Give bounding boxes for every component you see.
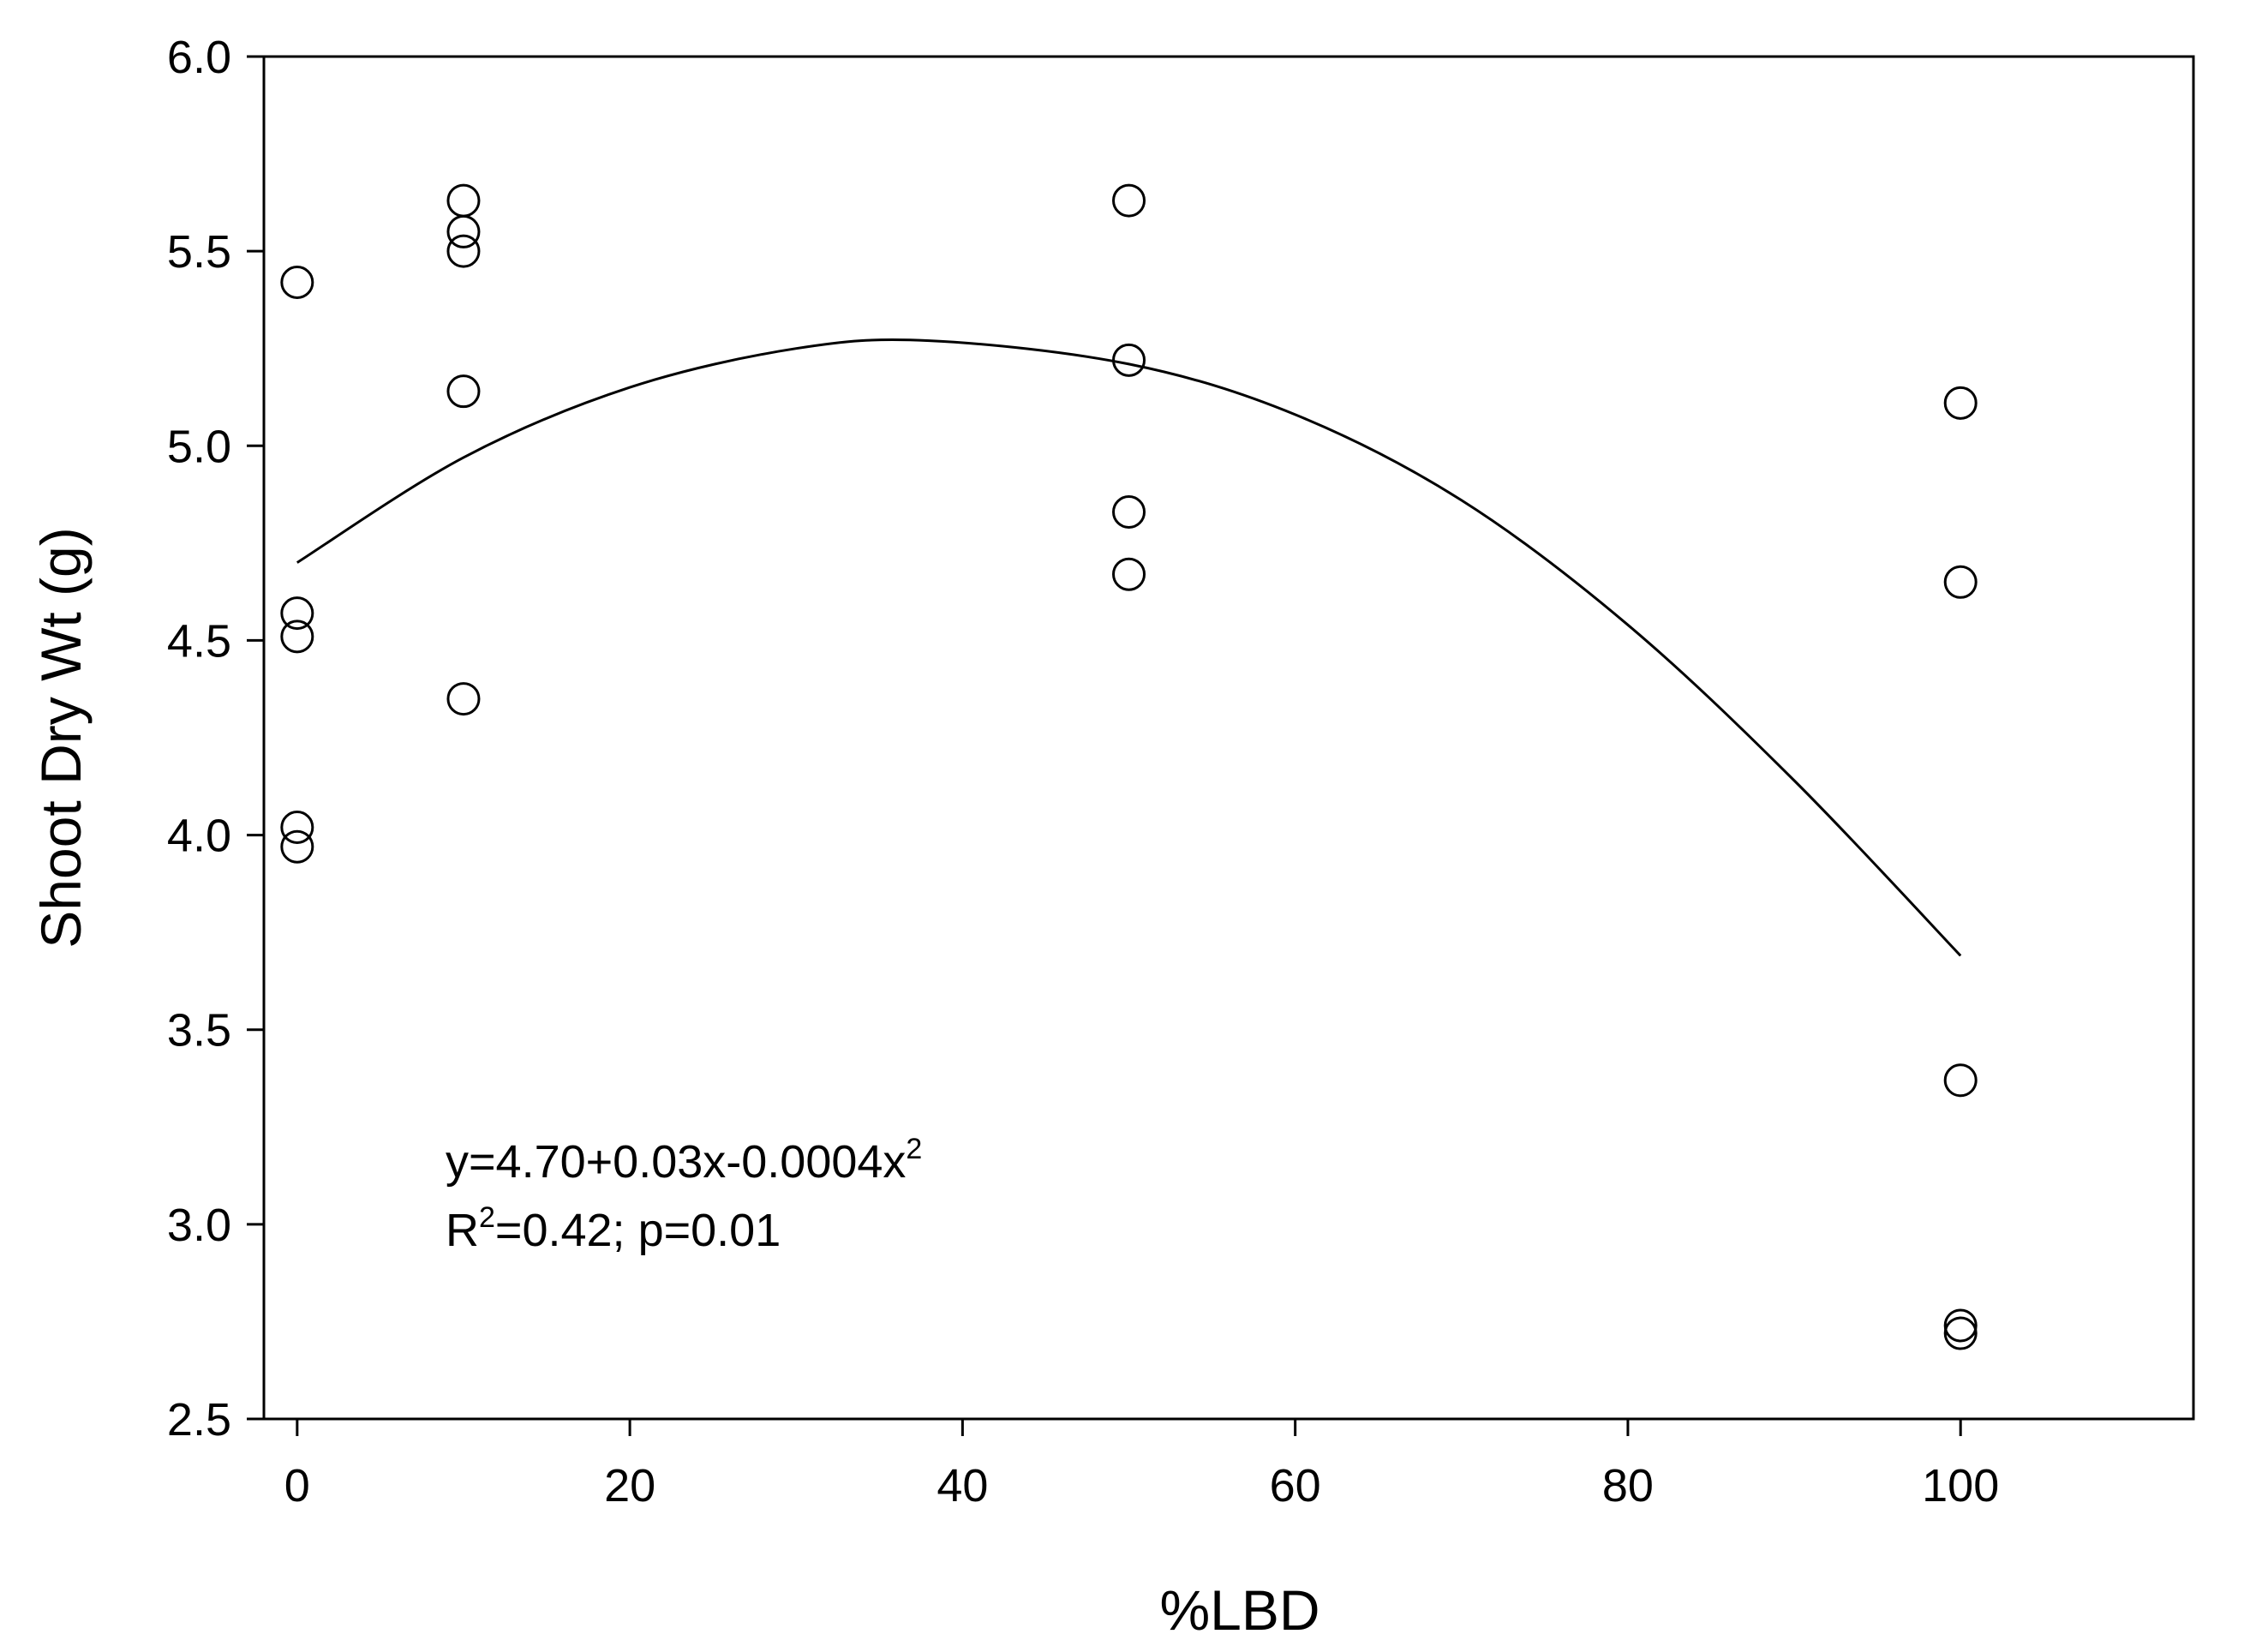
data-point [1112, 183, 1146, 218]
x-tick-label: 60 [1270, 1460, 1321, 1511]
data-point [1112, 343, 1146, 377]
x-tick-label: 40 [936, 1460, 988, 1511]
data-point [446, 234, 481, 268]
data-point [280, 810, 314, 844]
x-axis-ticks: 0 20 40 60 80 100 [284, 1419, 1999, 1511]
y-axis-title: Shoot Dry Wt (g) [29, 527, 93, 948]
y-tick-label: 3.5 [167, 1005, 231, 1056]
x-tick-label: 80 [1602, 1460, 1654, 1511]
data-point [1943, 565, 1978, 599]
x-tick-label: 0 [284, 1460, 310, 1511]
fit-r2-base: R [446, 1205, 479, 1256]
fit-equation: y=4.70+0.03x-0.0004x2 [446, 1133, 922, 1188]
x-tick-label: 100 [1922, 1460, 1999, 1511]
data-point [446, 374, 481, 409]
x-tick-label: 20 [604, 1460, 655, 1511]
data-points [280, 183, 1978, 1350]
y-tick-label: 4.0 [167, 811, 231, 862]
fit-statistics: R2=0.42; p=0.01 [446, 1201, 781, 1256]
data-point [1943, 386, 1978, 420]
y-tick-label: 2.5 [167, 1394, 231, 1446]
data-point [280, 596, 314, 631]
data-point [1112, 557, 1146, 591]
fit-curve [296, 338, 1962, 957]
data-point [1943, 1063, 1978, 1098]
data-point [1943, 1308, 1978, 1343]
y-tick-label: 4.5 [167, 615, 231, 667]
data-point [280, 829, 314, 864]
fit-equation-exponent: 2 [906, 1133, 922, 1165]
y-tick-label: 5.0 [167, 421, 231, 472]
data-point [280, 265, 314, 299]
data-point [1112, 495, 1146, 530]
fit-curve-layer [296, 338, 1962, 957]
fit-r2-exponent: 2 [479, 1201, 495, 1234]
plot-frame [262, 55, 2195, 1421]
y-tick-label: 5.5 [167, 226, 231, 278]
data-point [446, 214, 481, 248]
fit-r2-value: =0.42; p=0.01 [495, 1205, 781, 1256]
y-tick-label: 6.0 [167, 32, 231, 83]
y-axis-ticks: 2.5 3.0 3.5 4.0 4.5 5.0 5.5 6.0 [167, 32, 264, 1446]
y-tick-label: 3.0 [167, 1200, 231, 1251]
fit-equation-base: y=4.70+0.03x-0.0004x [446, 1136, 906, 1188]
x-axis-title: %LBD [1159, 1578, 1319, 1642]
data-point [1943, 1316, 1978, 1350]
data-point [446, 682, 481, 716]
data-point [280, 620, 314, 654]
data-point [446, 183, 481, 218]
